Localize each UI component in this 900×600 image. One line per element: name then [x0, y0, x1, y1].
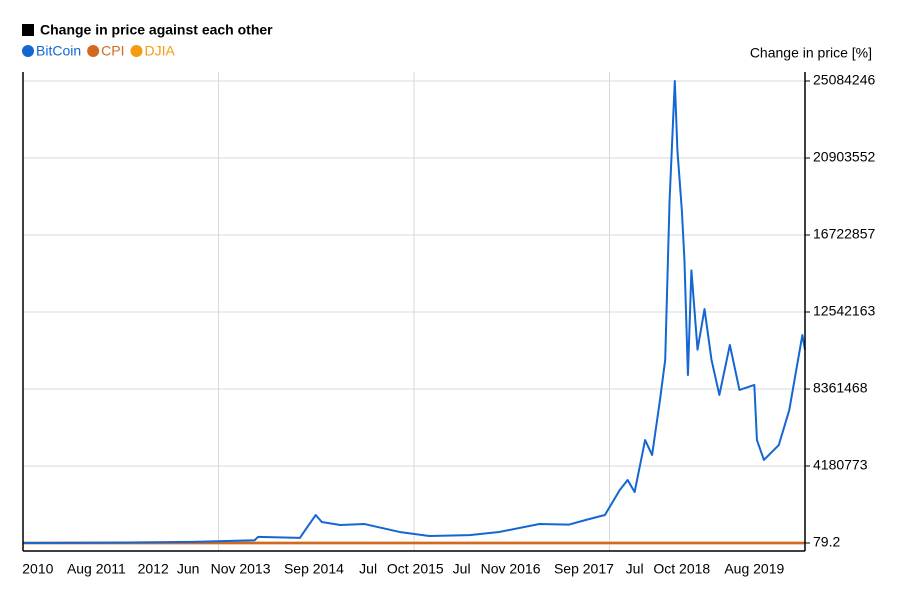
- legend-label: BitCoin: [36, 43, 81, 59]
- legend: BitCoin CPI DJIA: [22, 43, 175, 59]
- line-series: [22, 80, 806, 545]
- x-tick-label: Nov 2013: [211, 561, 271, 577]
- x-tick-label: Jul: [359, 561, 377, 577]
- x-tick-label: Aug 2011: [67, 561, 126, 577]
- legend-marker: [130, 45, 143, 57]
- title-marker: [22, 24, 34, 36]
- legend-marker: [22, 45, 34, 57]
- legend-marker: [87, 45, 100, 57]
- x-tick-label: 2012: [138, 561, 169, 577]
- y-tick-label: 4180773: [813, 457, 868, 473]
- x-tick-label: Jul: [626, 561, 644, 577]
- x-tick-label: Jul: [453, 561, 471, 577]
- x-tick-label: Aug 2019: [724, 561, 784, 577]
- legend-label: DJIA: [144, 43, 175, 59]
- x-tick-label: Oct 2015: [387, 561, 444, 577]
- y-tick-label: 79.2: [813, 534, 840, 550]
- y-tick-label: 16722857: [813, 226, 876, 242]
- legend-label: CPI: [101, 43, 124, 59]
- y-tick-label: 8361468: [813, 380, 868, 396]
- y-axis-label: Change in price [%]: [750, 45, 872, 61]
- y-tick-label: 25084246: [813, 72, 876, 88]
- x-tick-label: Sep 2014: [284, 561, 344, 577]
- x-tick-label: Nov 2016: [481, 561, 541, 577]
- y-tick-label: 20903552: [813, 149, 876, 165]
- vertical-grid: [218, 72, 610, 551]
- y-tick-label: 12542163: [813, 303, 876, 319]
- x-tick-label: Jun: [177, 561, 200, 577]
- x-tick-label: Sep 2017: [554, 561, 614, 577]
- x-tick-label: Oct 2018: [653, 561, 710, 577]
- chart-title: Change in price against each other: [40, 22, 273, 38]
- x-tick-label: 2010: [22, 561, 53, 577]
